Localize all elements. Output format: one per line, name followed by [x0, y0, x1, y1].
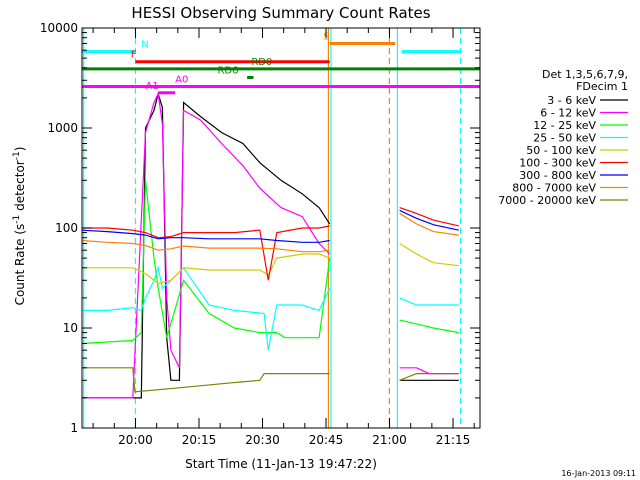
legend-label: 12 - 25 keV	[533, 119, 596, 132]
y-axis-label-sup2: -1	[12, 151, 22, 160]
x-tick-label: 20:45	[309, 433, 344, 447]
legend-label: 6 - 12 keV	[540, 107, 596, 120]
y-axis-label-main: Count Rate (s	[13, 224, 27, 306]
flag-label-a1: A1	[146, 81, 159, 92]
series-line	[399, 212, 459, 236]
legend-label: 300 - 800 keV	[519, 169, 596, 182]
legend-label: 100 - 300 keV	[519, 157, 596, 170]
series-line	[399, 207, 459, 227]
flag-label-rd6: RD6	[217, 65, 238, 76]
series-line	[82, 225, 330, 281]
series-line	[399, 209, 459, 231]
flag-label-n: N	[141, 40, 148, 51]
series-line	[399, 373, 459, 381]
y-tick-label: 10000	[40, 21, 78, 35]
x-axis-label: Start Time (11-Jan-13 19:47:22)	[185, 457, 377, 471]
legend-header: Det 1,3,5,6,7,9,	[542, 68, 628, 81]
legend-label: 25 - 50 keV	[533, 132, 596, 145]
y-axis-label: Count Rate (s-1 detector-1)	[12, 147, 27, 306]
x-tick-label: 20:00	[118, 433, 153, 447]
x-axis: 20:00 20:15 20:30 20:45 21:00 21:15	[92, 28, 475, 447]
x-tick-label: 20:15	[182, 433, 217, 447]
series-line	[82, 91, 331, 399]
x-tick-label: 20:30	[245, 433, 280, 447]
flag-label-s: S	[323, 31, 329, 42]
y-tick-label: 10	[63, 321, 78, 335]
chart-title: HESSI Observing Summary Count Rates	[131, 4, 430, 22]
y-axis: 1 10 100 1000 10000	[40, 21, 480, 435]
y-tick-label: 1000	[47, 121, 78, 135]
y-tick-label: 1	[70, 421, 78, 435]
series-line	[81, 229, 330, 243]
series-line	[82, 253, 330, 284]
y-axis-label-end: )	[13, 147, 27, 152]
series-line	[82, 91, 331, 399]
series-line	[399, 297, 459, 306]
flag-label-rd0: RD0	[251, 57, 272, 68]
date-stamp: 16-Jan-2013 09:11	[561, 469, 636, 478]
x-tick-label: 21:00	[372, 433, 407, 447]
y-axis-label-mid: detector	[13, 160, 27, 215]
series-line	[82, 367, 330, 393]
series-line	[399, 242, 459, 267]
legend-label: 3 - 6 keV	[547, 94, 596, 107]
flag-label-f: F	[131, 50, 137, 61]
legend-label: 800 - 7000 keV	[512, 182, 596, 195]
flag-label-a0: A0	[175, 75, 188, 86]
legend-header: FDecim 1	[576, 80, 628, 93]
series-line	[81, 239, 330, 253]
x-tick-label: 21:15	[436, 433, 471, 447]
series-line	[399, 367, 459, 375]
series-line	[399, 319, 459, 334]
legend-label: 7000 - 20000 keV	[498, 194, 596, 207]
y-tick-label: 100	[55, 221, 78, 235]
legend-label: 50 - 100 keV	[526, 144, 596, 157]
y-axis-label-sup1: -1	[12, 215, 22, 224]
plot-area: NF S RD0 RD6 A0 A1	[81, 28, 480, 428]
series-line	[81, 180, 331, 345]
